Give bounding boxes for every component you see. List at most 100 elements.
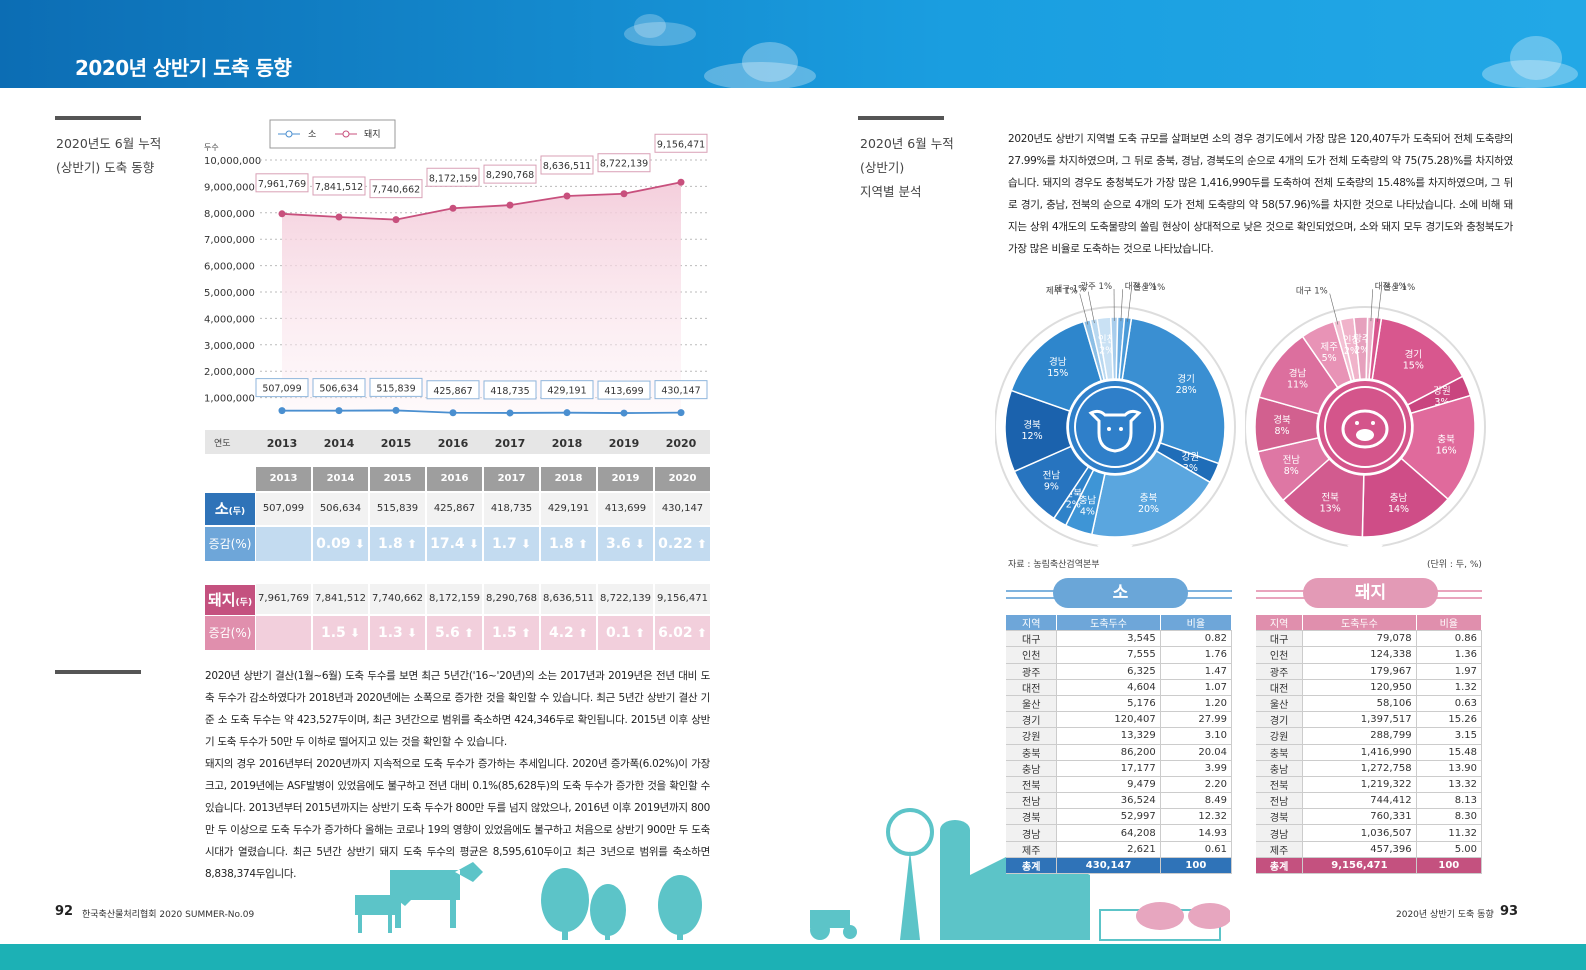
pie-slice-label: 경기 bbox=[1405, 349, 1422, 361]
year-header-cell: 2014 bbox=[313, 467, 368, 491]
pie-center-ring bbox=[1074, 386, 1156, 468]
table-header-row: 지역 도축두수 비율 bbox=[1006, 615, 1233, 632]
pig-data-label-box bbox=[540, 155, 594, 175]
table-cell: 120,407 bbox=[1056, 711, 1161, 729]
table-cell: 13.90 bbox=[1416, 760, 1483, 777]
pig-data-label: 8,172,159 bbox=[429, 173, 477, 184]
x-tick-label: 2017 bbox=[495, 437, 526, 450]
legend-label-pig: 돼지 bbox=[364, 129, 381, 140]
cow-icon-eye bbox=[1119, 427, 1123, 431]
pie-slice-value: 5% bbox=[1322, 353, 1337, 364]
table-cell: 대전 bbox=[1256, 679, 1304, 696]
table-header-cell: 도축두수 bbox=[1302, 615, 1417, 632]
pie-slice-label: 인천 bbox=[1098, 334, 1115, 345]
cattle-data-label: 429,191 bbox=[547, 386, 586, 397]
pig-data-label-box bbox=[369, 179, 423, 199]
pig-data-label: 7,841,512 bbox=[315, 182, 363, 193]
cattle-data-label-box bbox=[540, 380, 594, 400]
pie-slice-value: 3% bbox=[1434, 397, 1449, 408]
table-header-cell: 도축두수 bbox=[1056, 615, 1161, 632]
cattle-point bbox=[335, 407, 343, 415]
table-cell: 총계 bbox=[1256, 857, 1304, 875]
pig-data-label: 8,636,511 bbox=[543, 161, 591, 172]
cattle-row-label: 소(두) bbox=[205, 493, 255, 525]
cattle-value-cell: 507,099 bbox=[256, 493, 312, 525]
table-cell: 760,331 bbox=[1302, 808, 1417, 826]
cattle-change-cell: 3.6 ⬇ bbox=[598, 527, 654, 561]
table-cell: 1.32 bbox=[1416, 679, 1483, 696]
y-unit-label: 두수 bbox=[204, 143, 219, 152]
table-cell: 12.32 bbox=[1160, 808, 1233, 826]
table-cell: 15.48 bbox=[1416, 744, 1483, 761]
pie-outside-label: 광주 1% bbox=[1080, 281, 1112, 292]
x-axis-title: 연도 bbox=[214, 438, 231, 449]
pie-slice-label: 인천 bbox=[1343, 335, 1360, 346]
pig-table-title: 돼지 bbox=[1303, 578, 1438, 608]
change-value: 0.09 bbox=[316, 536, 351, 552]
right-footer-text: 2020년 상반기 도축 동향 bbox=[1396, 910, 1494, 920]
cattle-value-cell: 413,699 bbox=[598, 493, 654, 525]
pig-point bbox=[392, 216, 400, 224]
pig-value-cell: 7,961,769 bbox=[256, 584, 312, 614]
cattle-data-label-box bbox=[312, 378, 366, 398]
table-row: 강원 13,329 3.10 bbox=[1006, 727, 1233, 745]
y-tick-label: 10,000,000 bbox=[204, 156, 261, 167]
section-label-line: (상반기) 도축 동향 bbox=[56, 160, 155, 175]
cattle-data-label: 515,839 bbox=[376, 383, 415, 394]
pie-leader-line bbox=[1370, 289, 1373, 322]
table-cell: 경남 bbox=[1256, 824, 1304, 842]
pie-slice-value: 2% bbox=[1099, 345, 1114, 356]
right-section-label: 2020년 6월 누적 (상반기) 지역별 분석 bbox=[860, 132, 954, 204]
table-header-cell: 비율 bbox=[1160, 615, 1233, 632]
data-source: 자료 : 농림축산검역본부 bbox=[1008, 560, 1100, 570]
pig-change-label: 증감(%) bbox=[205, 616, 255, 650]
arrow-up-icon: ⬆ bbox=[402, 537, 418, 551]
arrow-up-icon: ⬆ bbox=[630, 626, 646, 640]
arrow-down-icon: ⬇ bbox=[345, 626, 361, 640]
table-cell: 총계 bbox=[1006, 857, 1058, 875]
cattle-data-label: 506,634 bbox=[319, 384, 358, 395]
paragraph-2: 돼지의 경우 2016년부터 2020년까지 지속적으로 도축 두수가 증가하는… bbox=[205, 758, 710, 880]
pig-change-cell: 5.6 ⬆ bbox=[427, 616, 483, 650]
pie-slice-value: 12% bbox=[1021, 431, 1042, 442]
table-cell: 100 bbox=[1160, 857, 1233, 875]
pie-slice-label: 전북 bbox=[1321, 492, 1339, 503]
table-cell: 124,338 bbox=[1302, 646, 1417, 664]
table-row: 충북 86,200 20.04 bbox=[1006, 744, 1233, 761]
pig-icon-eye bbox=[1371, 421, 1375, 425]
table-row: 제주 457,396 5.00 bbox=[1256, 841, 1483, 858]
table-cell: 179,967 bbox=[1302, 663, 1417, 680]
year-header-cell: 2020 bbox=[655, 467, 710, 491]
table-cell: 충남 bbox=[1006, 760, 1058, 777]
table-cell: 0.61 bbox=[1160, 841, 1233, 858]
arrow-up-icon: ⬆ bbox=[573, 626, 589, 640]
y-tick-label: 5,000,000 bbox=[204, 288, 255, 299]
y-tick-label: 1,000,000 bbox=[204, 394, 255, 405]
pig-data-label-box bbox=[312, 176, 366, 196]
table-row: 경기 1,397,517 15.26 bbox=[1256, 711, 1483, 729]
cattle-data-label: 430,147 bbox=[661, 386, 700, 397]
pie-outside-label: 대구 1% bbox=[1054, 285, 1086, 295]
pie-center bbox=[1319, 381, 1411, 473]
pig-point bbox=[335, 213, 343, 221]
pig-change-cell: 4.2 ⬆ bbox=[541, 616, 597, 650]
pie-slice-label: 전남 bbox=[1043, 470, 1061, 481]
table-cell: 3.15 bbox=[1416, 727, 1483, 745]
table-cell: 3,545 bbox=[1056, 630, 1161, 648]
pig-icon-eye bbox=[1355, 421, 1359, 425]
pie-leader-line bbox=[1087, 291, 1095, 324]
year-header-cell: 2019 bbox=[598, 467, 653, 491]
table-cell: 제주 bbox=[1006, 841, 1058, 858]
cattle-point bbox=[506, 409, 514, 417]
table-cell: 제주 bbox=[1256, 841, 1304, 858]
table-row: 경북 760,331 8.30 bbox=[1256, 808, 1483, 826]
pig-icon-snout bbox=[1356, 429, 1374, 441]
table-cell: 0.82 bbox=[1160, 630, 1233, 648]
pie-slice-value: 8% bbox=[1274, 426, 1289, 437]
region-table: 지역 도축두수 비율 대구 79,078 0.86 인천 124,338 1.36 광주 179,9… bbox=[1256, 615, 1483, 875]
pig-data-label-box bbox=[255, 173, 309, 193]
cattle-point bbox=[449, 409, 457, 417]
table-cell: 430,147 bbox=[1056, 857, 1161, 875]
table-cell: 1,219,322 bbox=[1302, 776, 1417, 794]
table-cell: 8.13 bbox=[1416, 792, 1483, 810]
